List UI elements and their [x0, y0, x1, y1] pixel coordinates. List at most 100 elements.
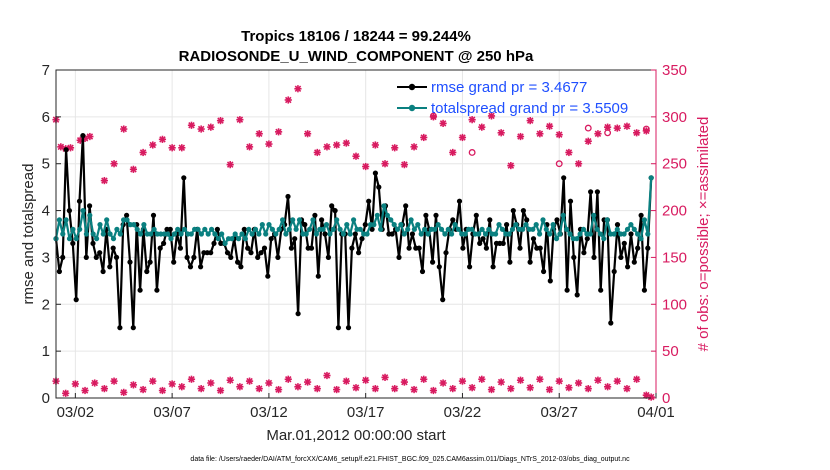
spread-series-point [621, 231, 627, 237]
rmse-series-point [480, 236, 486, 242]
rmse-series-point [584, 236, 590, 242]
rmse-series-point [137, 287, 143, 293]
x-axis-label: Mar.01,2012 00:00:00 start [266, 427, 446, 444]
obs-assimilated-marker [410, 385, 418, 394]
spread-series-point [219, 231, 225, 237]
spread-series-point [110, 236, 117, 242]
rmse-series-point [618, 254, 624, 260]
spread-series-point [168, 236, 174, 242]
spread-series-point [236, 236, 242, 242]
obs-assimilated-marker [149, 377, 157, 385]
spread-series-point [560, 212, 566, 218]
spread-series-point [496, 222, 502, 228]
y-right-tick-label: 50 [662, 343, 679, 360]
obs-assimilated-marker [487, 385, 496, 394]
spread-series-point [438, 226, 445, 232]
data-file-footnote: data file: /Users/raeder/DAI/ATM_forcXX/… [190, 456, 630, 463]
obs-assimilated-marker [57, 143, 65, 151]
spread-series-point [286, 226, 292, 232]
obs-assimilated-marker [62, 389, 70, 397]
obs-assimilated-marker [313, 148, 321, 157]
obs-assimilated-marker [458, 377, 467, 385]
spread-series-point [384, 212, 390, 218]
y-right-tick-label: 150 [662, 249, 687, 266]
rmse-series-point [268, 236, 274, 242]
spread-series-point [648, 175, 654, 181]
spread-series-point [63, 217, 69, 223]
legend-rmse-marker [408, 83, 416, 91]
obs-assimilated-marker [139, 385, 147, 394]
chart-title-line1: Tropics 18106 / 18244 = 99.244% [241, 28, 471, 45]
chart-title-line2: RADIOSONDE_U_WIND_COMPONENT @ 250 hPa [179, 48, 534, 65]
obs-assimilated-marker [265, 379, 273, 387]
axes: 0 1 2 3 4 5 6 7 0 50 100 150 200 250 300 350 03/02 03/07 0… [42, 62, 687, 421]
legend: rmse grand pr = 3.4677 totalspread grand… [397, 79, 628, 117]
obs-assimilated-marker [574, 160, 583, 168]
spread-series-point [374, 212, 380, 218]
obs-assimilated-marker [168, 380, 176, 388]
rmse-series-point [621, 240, 627, 246]
obs-assimilated-marker [158, 135, 167, 143]
spread-series-point [296, 217, 303, 223]
rmse-series-point [510, 208, 516, 214]
obs-assimilated-marker [613, 124, 621, 132]
obs-assimilated-marker [594, 130, 602, 138]
rmse-series-point [530, 236, 537, 242]
spread-series-point [131, 222, 137, 228]
rmse-series-point [113, 254, 120, 260]
spread-series-point [553, 236, 560, 242]
spread-series-point [232, 231, 238, 237]
obs-assimilated-marker [507, 161, 515, 170]
spread-series-point [523, 222, 529, 228]
rmse-series-point [161, 240, 167, 246]
obs-assimilated-marker [381, 373, 389, 381]
obs-assimilated-marker [449, 148, 457, 157]
obs-assimilated-marker [633, 129, 641, 137]
obs-assimilated-marker [647, 393, 655, 401]
spread-series-point [66, 236, 73, 242]
obs-assimilated-marker [178, 383, 186, 391]
spread-series-point [165, 231, 171, 237]
obs-assimilated-marker [255, 385, 263, 393]
rmse-series-point [224, 250, 231, 256]
spread-series-point [611, 231, 617, 237]
rmse-series-point [124, 212, 130, 218]
obs-assimilated-marker [323, 143, 331, 151]
rmse-series-point [295, 311, 301, 317]
obs-assimilated-marker [100, 176, 108, 185]
rmse-series-point [520, 208, 527, 214]
obs-assimilated-marker [458, 133, 467, 142]
spread-series-point [97, 222, 103, 228]
y-left-tick-label: 4 [42, 203, 50, 220]
spread-series-point [530, 226, 536, 232]
spread-series-point [151, 226, 157, 232]
rmse-series-point [574, 292, 580, 298]
obs-assimilated-marker [400, 378, 408, 386]
spread-series-point [381, 203, 387, 209]
y-left-tick-label: 1 [42, 343, 50, 360]
rmse-series-point [235, 259, 241, 265]
spread-series-point [597, 231, 604, 237]
obs-assimilated-marker [594, 376, 602, 384]
rmse-series-point [308, 245, 315, 251]
spread-series-point [580, 226, 587, 232]
obs-assimilated-marker [294, 383, 302, 391]
obs-assimilated-marker [129, 165, 138, 173]
rmse-series-point [547, 278, 553, 284]
obs-assimilated-marker [555, 377, 563, 385]
spread-series-point [252, 226, 259, 232]
rmse-series-point [608, 320, 614, 326]
rmse-series-point [561, 175, 567, 181]
spread-series-point [482, 231, 489, 237]
rmse-series-point [60, 254, 66, 260]
obs-assimilated-marker [429, 386, 438, 395]
spread-series-point [391, 222, 397, 228]
rmse-series-point [436, 264, 442, 270]
spread-series-point [60, 231, 66, 237]
spread-series-point [181, 226, 188, 232]
rmse-series-point [245, 245, 251, 251]
rmse-series-point [117, 325, 123, 331]
rmse-series-point [527, 259, 533, 265]
rmse-series-point [504, 222, 510, 228]
